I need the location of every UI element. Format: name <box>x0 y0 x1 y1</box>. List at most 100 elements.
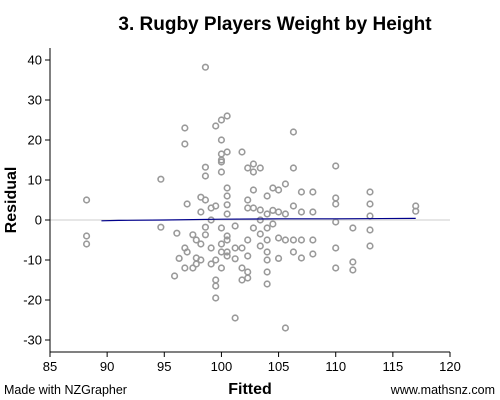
data-point <box>264 249 270 255</box>
data-point <box>291 203 297 209</box>
data-point <box>251 169 257 175</box>
data-point <box>264 269 270 275</box>
data-point <box>245 205 251 211</box>
data-point <box>276 209 282 215</box>
chart-title: 3. Rugby Players Weight by Height <box>118 14 432 35</box>
data-point <box>251 205 257 211</box>
data-point <box>276 256 282 262</box>
data-point <box>245 275 251 281</box>
data-point <box>182 141 188 147</box>
data-point <box>350 225 356 231</box>
data-point <box>291 165 297 171</box>
data-point <box>367 213 373 219</box>
data-point <box>350 267 356 273</box>
data-point <box>232 223 238 229</box>
x-tick-label: 110 <box>325 359 346 374</box>
data-point <box>213 123 219 129</box>
data-point <box>219 117 225 123</box>
data-point <box>84 197 90 203</box>
data-point <box>333 265 339 271</box>
y-ticks: -30 -20 -10 0 10 20 30 40 <box>23 53 50 348</box>
data-point <box>224 113 230 119</box>
data-point <box>264 257 270 263</box>
y-tick-label: -10 <box>23 253 42 268</box>
y-tick-label: -20 <box>23 293 42 308</box>
data-point <box>251 187 257 193</box>
x-tick-label: 85 <box>43 359 57 374</box>
x-tick-label: 105 <box>268 359 290 374</box>
data-point <box>367 189 373 195</box>
x-tick-label: 120 <box>439 359 461 374</box>
data-point <box>270 221 276 227</box>
data-point <box>276 187 282 193</box>
data-point <box>203 232 209 238</box>
data-point <box>84 241 90 247</box>
data-point <box>257 243 263 249</box>
data-point <box>264 211 270 217</box>
data-point <box>310 251 316 257</box>
data-point <box>182 265 188 271</box>
data-point <box>172 273 178 279</box>
data-point <box>208 245 214 251</box>
data-point <box>333 245 339 251</box>
data-point <box>333 201 339 207</box>
data-point <box>270 208 276 214</box>
y-tick-label: 0 <box>35 213 42 228</box>
data-point <box>203 224 209 230</box>
points-layer <box>84 64 419 330</box>
footer-made-with: Made with NZGrapher <box>4 383 127 397</box>
x-axis-title: Fitted <box>228 381 272 398</box>
y-tick-label: 20 <box>28 133 42 148</box>
data-point <box>232 256 238 262</box>
data-point <box>310 189 316 195</box>
data-point <box>198 209 204 215</box>
data-point <box>219 265 225 271</box>
data-point <box>264 225 270 231</box>
data-point <box>251 161 257 167</box>
footer-website: www.mathsnz.com <box>390 383 495 397</box>
data-point <box>176 256 182 262</box>
data-point <box>283 181 289 187</box>
data-point <box>276 235 282 241</box>
data-point <box>251 225 257 231</box>
x-tick-label: 90 <box>100 359 114 374</box>
data-point <box>219 151 225 157</box>
data-point <box>224 149 230 155</box>
data-point <box>219 169 225 175</box>
data-point <box>224 202 230 208</box>
data-point <box>232 315 238 321</box>
x-tick-label: 100 <box>211 359 233 374</box>
data-point <box>174 230 180 236</box>
data-point <box>257 207 263 213</box>
y-axis-title: Residual <box>3 167 20 234</box>
data-point <box>203 64 209 70</box>
data-point <box>213 283 219 289</box>
data-point <box>224 211 230 217</box>
data-point <box>245 269 251 275</box>
x-tick-label: 95 <box>157 359 171 374</box>
data-point <box>239 277 245 283</box>
data-point <box>291 249 297 255</box>
data-point <box>158 224 164 230</box>
data-point <box>232 245 238 251</box>
data-point <box>257 231 263 237</box>
data-point <box>350 259 356 265</box>
data-point <box>299 209 305 215</box>
data-point <box>245 165 251 171</box>
y-tick-label: 10 <box>28 173 42 188</box>
data-point <box>84 233 90 239</box>
y-tick-label: 40 <box>28 53 42 68</box>
data-point <box>219 241 225 247</box>
data-point <box>239 265 245 271</box>
data-point <box>198 241 204 247</box>
data-point <box>367 227 373 233</box>
y-tick-label: 30 <box>28 93 42 108</box>
data-point <box>224 193 230 199</box>
data-point <box>245 197 251 203</box>
x-tick-label: 115 <box>382 359 403 374</box>
data-point <box>310 237 316 243</box>
data-point <box>299 237 305 243</box>
data-point <box>213 277 219 283</box>
data-point <box>264 237 270 243</box>
